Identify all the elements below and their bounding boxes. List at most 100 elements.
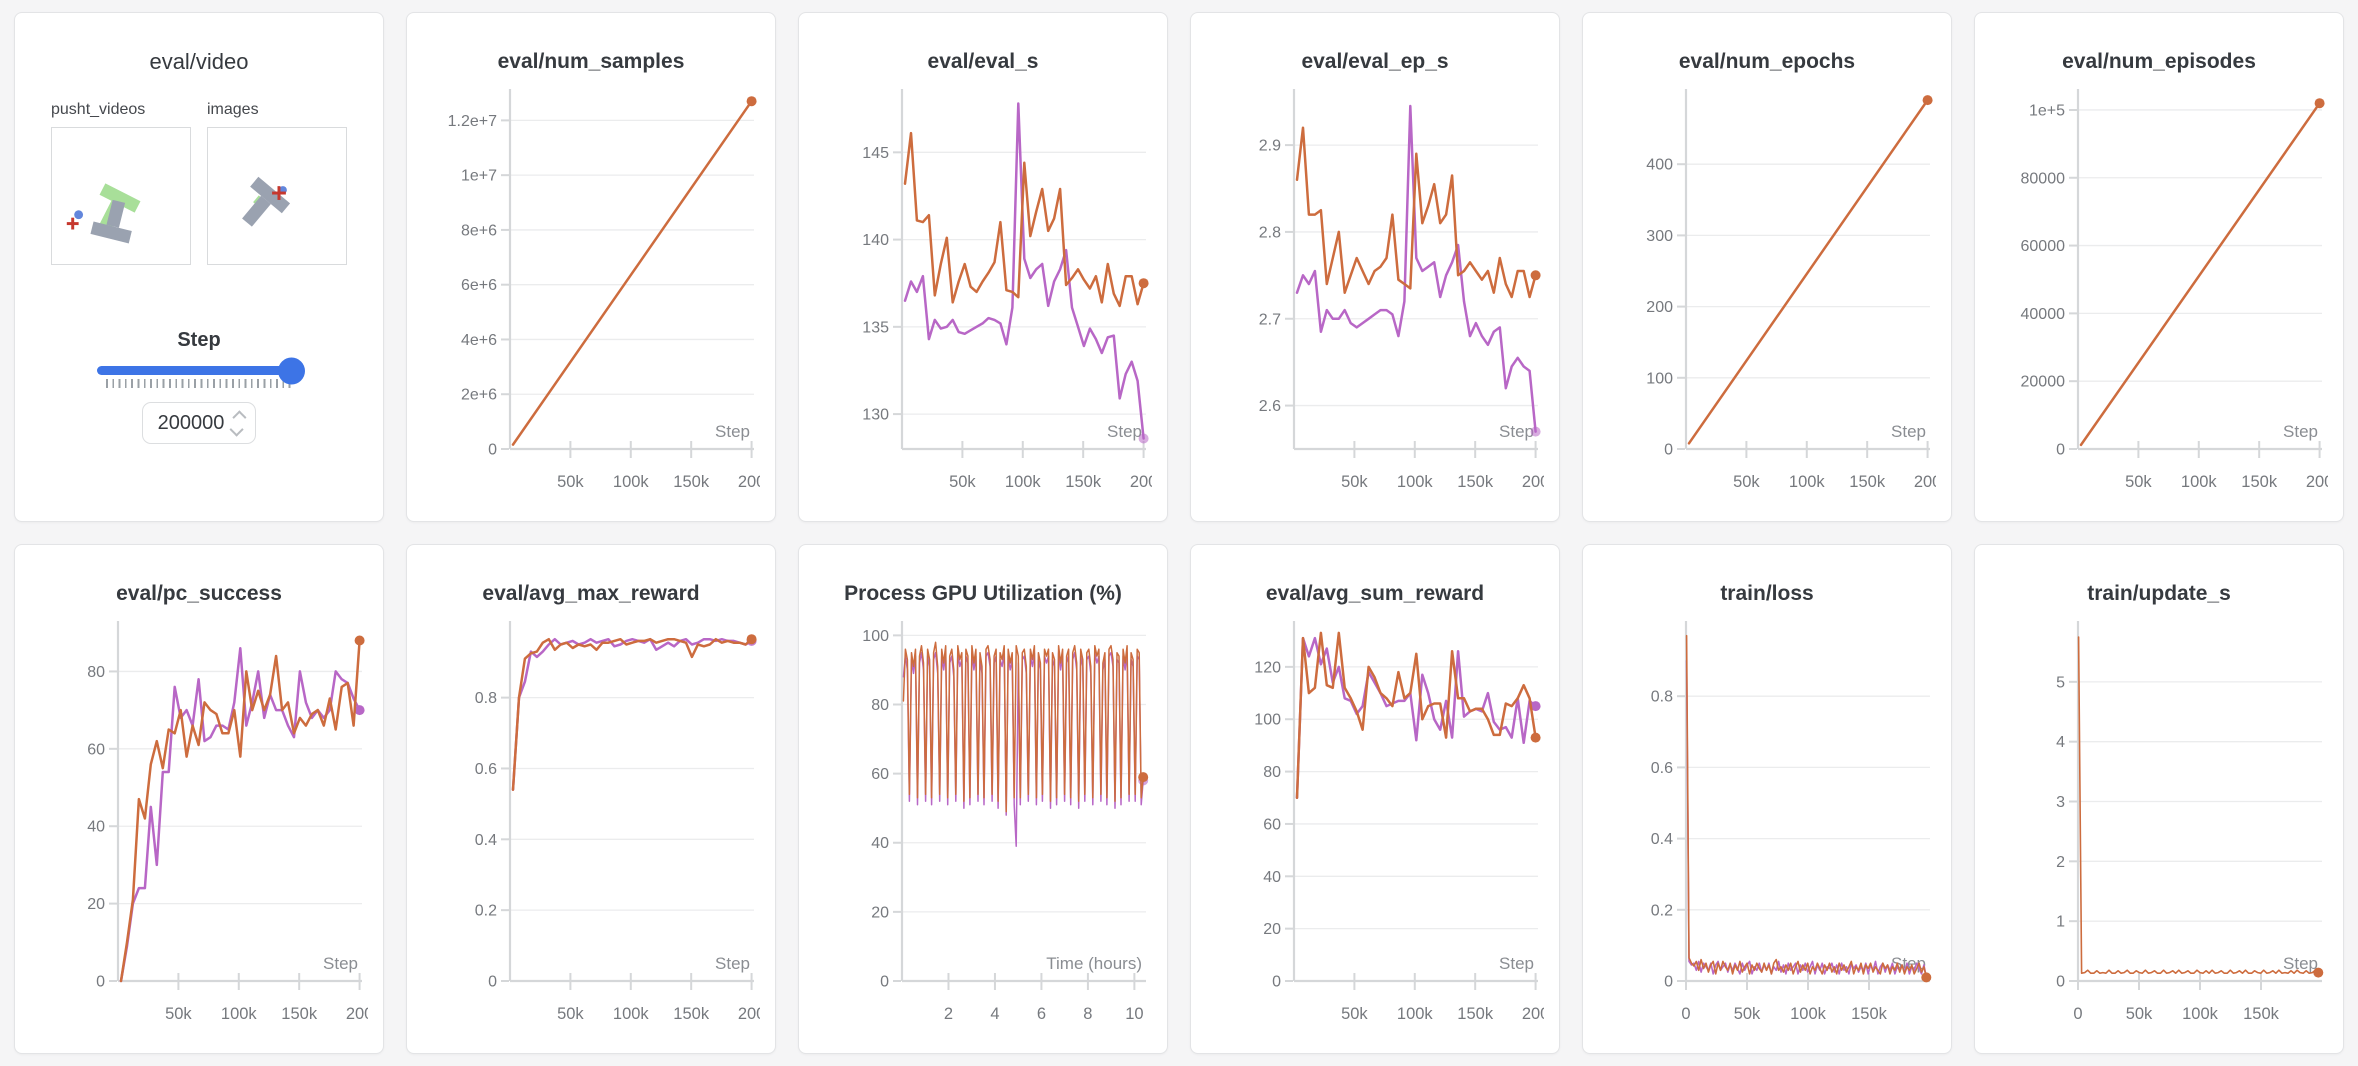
chart-train-update-s[interactable]: 0 1 2 3 4 5 0 50k 100k 150k Step [1990,611,2328,1043]
svg-text:Time (hours): Time (hours) [1046,954,1142,973]
panel-eval-eval-s: eval/eval_s 130 135 140 145 50k 100k 150k 200 St… [798,12,1168,522]
pusht-video-thumbnail[interactable] [51,127,191,265]
svg-text:150k: 150k [1851,1005,1888,1023]
svg-text:6: 6 [1037,1005,1046,1023]
svg-text:8: 8 [1083,1005,1092,1023]
step-input[interactable] [142,402,256,444]
gray-t-shape [90,199,132,244]
chart-gpu-utilization[interactable]: 0 20 40 60 80 100 2 4 6 8 10 Time (hours) [814,611,1152,1043]
svg-text:Step: Step [1891,422,1926,441]
svg-text:150k: 150k [1457,473,1494,491]
media-caption: images [207,101,259,118]
svg-text:40: 40 [871,835,889,852]
svg-text:6e+6: 6e+6 [461,277,497,294]
panel-title: eval/num_samples [497,50,685,73]
svg-text:2: 2 [944,1005,953,1023]
svg-text:80: 80 [1263,764,1281,781]
step-slider-track[interactable] [97,357,305,384]
chart-eval-eval-s[interactable]: 130 135 140 145 50k 100k 150k 200 Step [814,79,1152,511]
svg-text:1.2e+7: 1.2e+7 [448,113,497,130]
svg-text:1e+7: 1e+7 [461,168,497,185]
svg-text:60000: 60000 [2021,238,2066,255]
chart-eval-avg-sum-reward[interactable]: 0 20 40 60 80 100 120 50k 100k 150k 200 Step [1206,611,1544,1043]
svg-text:4: 4 [2056,734,2065,751]
chart-eval-avg-max-reward[interactable]: 0 0.2 0.4 0.6 0.8 50k 100k 150k 200 Step [422,611,760,1043]
media-item-pusht-videos: pusht_videos [51,101,191,265]
svg-text:150k: 150k [673,1005,710,1023]
panel-eval-num-episodes: eval/num_episodes 0 20000 40000 60000 80000 1… [1974,12,2344,522]
svg-text:4e+6: 4e+6 [461,332,497,349]
svg-text:2.6: 2.6 [1259,398,1281,415]
svg-text:0: 0 [2073,1005,2082,1023]
step-slider[interactable] [97,357,305,388]
svg-text:20: 20 [871,904,889,921]
svg-text:135: 135 [862,319,889,336]
svg-text:0: 0 [880,974,889,991]
svg-text:50k: 50k [1733,473,1760,491]
svg-text:50k: 50k [2126,1005,2153,1023]
svg-text:Step: Step [1499,422,1534,441]
svg-text:200: 200 [1522,1005,1544,1023]
spinner-down-icon[interactable] [229,422,244,437]
chart-eval-eval-ep-s[interactable]: 2.6 2.7 2.8 2.9 50k 100k 150k 200 Step [1206,79,1544,511]
svg-text:2: 2 [2056,854,2065,871]
svg-text:20: 20 [87,896,105,913]
svg-text:50k: 50k [557,473,584,491]
svg-text:200: 200 [738,473,760,491]
panel-train-update-s: train/update_s 0 1 2 3 4 5 0 50k 100k 150k Step [1974,544,2344,1054]
svg-text:0: 0 [2056,442,2065,459]
panel-eval-avg-max-reward: eval/avg_max_reward 0 0.2 0.4 0.6 0.8 50k 100k… [406,544,776,1054]
svg-text:1e+5: 1e+5 [2029,102,2065,119]
svg-text:Step: Step [2283,422,2318,441]
svg-text:Step: Step [1107,422,1142,441]
images-thumbnail[interactable] [207,127,347,265]
svg-text:0.6: 0.6 [1651,760,1673,777]
svg-text:Step: Step [715,954,750,973]
svg-text:60: 60 [871,766,889,783]
panel-title: eval/eval_ep_s [1301,50,1449,73]
svg-text:Step: Step [1499,954,1534,973]
svg-text:3: 3 [2056,794,2065,811]
chart-eval-num-epochs[interactable]: 0 100 200 300 400 50k 100k 150k 200 Step [1598,79,1936,511]
agent-dot [74,210,84,220]
step-input-spinner[interactable] [229,409,247,437]
svg-text:100k: 100k [1789,473,1826,491]
svg-text:0: 0 [2056,974,2065,991]
chart-eval-num-episodes[interactable]: 0 20000 40000 60000 80000 1e+5 50k 100k 150k 200 S… [1990,79,2328,511]
svg-text:150k: 150k [1849,473,1886,491]
svg-text:200: 200 [1914,473,1936,491]
svg-text:150k: 150k [673,473,710,491]
panel-eval-num-samples: eval/num_samples 0 2e+6 4e+6 6e+6 8e+6 1e+7 1.… [406,12,776,522]
svg-text:0.4: 0.4 [1651,831,1673,848]
svg-text:120: 120 [1254,659,1281,676]
svg-text:50k: 50k [2125,473,2152,491]
svg-text:150k: 150k [2241,473,2278,491]
svg-text:80: 80 [87,664,105,681]
media-caption: pusht_videos [51,101,146,118]
svg-text:100k: 100k [613,1005,650,1023]
svg-text:50k: 50k [1341,473,1368,491]
goal-cross-icon [272,186,286,200]
svg-text:0: 0 [1272,974,1281,991]
step-input-field[interactable] [155,411,227,435]
svg-text:60: 60 [1263,816,1281,833]
panel-title: eval/pc_success [116,582,282,605]
gray-t-shape [242,176,291,227]
svg-text:100k: 100k [1790,1005,1827,1023]
svg-text:100k: 100k [1005,473,1042,491]
svg-text:50k: 50k [557,1005,584,1023]
svg-text:0.8: 0.8 [1651,689,1673,706]
step-slider-label: Step [177,329,221,351]
svg-text:100k: 100k [613,473,650,491]
spinner-up-icon[interactable] [232,409,247,424]
svg-text:0.2: 0.2 [1651,902,1673,919]
svg-text:80: 80 [871,697,889,714]
svg-text:4: 4 [990,1005,999,1023]
chart-eval-pc-success[interactable]: 0 20 40 60 80 50k 100k 150k 200 Step [30,611,368,1043]
svg-text:150k: 150k [281,1005,318,1023]
svg-text:60: 60 [87,741,105,758]
step-slider-thumb[interactable] [278,357,305,384]
chart-eval-num-samples[interactable]: 0 2e+6 4e+6 6e+6 8e+6 1e+7 1.2e+7 50k 100k 150k 20… [422,79,760,511]
panel-eval-pc-success: eval/pc_success 0 20 40 60 80 50k 100k 150k 200 S… [14,544,384,1054]
